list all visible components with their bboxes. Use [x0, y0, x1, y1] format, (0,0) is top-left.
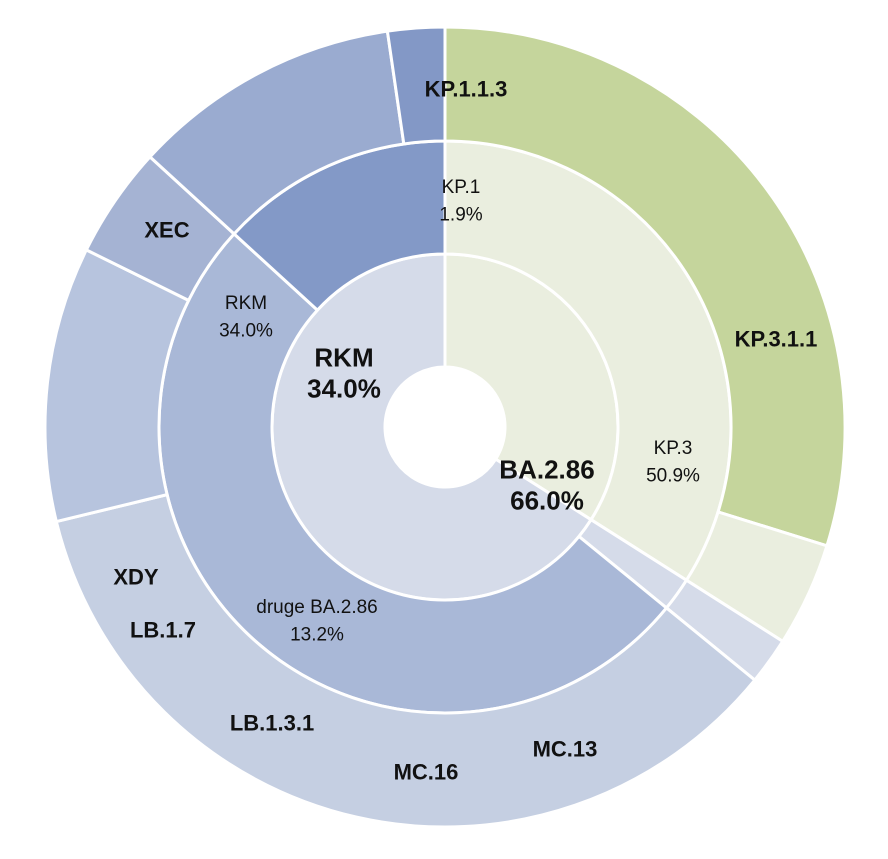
label-mc-16-ring3: MC.16 — [394, 760, 459, 785]
slice-percent-text: 50.9% — [646, 465, 700, 486]
slice-percent-text: 1.9% — [439, 204, 482, 225]
slice-name-text: RKM — [314, 343, 373, 373]
slice-name-text: XDY — [113, 565, 159, 590]
slice-name-text: LB.1.3.1 — [230, 711, 314, 736]
label-kp-3-ring2: KP.3 50.9% — [646, 438, 700, 487]
label-rkm-ring1: RKM 34.0% — [307, 343, 381, 404]
label-kp-1-1-3-ring3: KP.1.1.3 — [425, 77, 508, 102]
slice-name-text: KP.3.1.1 — [735, 327, 818, 352]
label-ba-2-86-ring1: BA.2.86 66.0% — [499, 455, 594, 516]
slice-name-text: druge BA.2.86 — [256, 597, 377, 618]
slice-xec-ring3 — [443, 25, 847, 548]
chart-labels: RKM 34.0%BA.2.86 66.0%RKM 34.0%KP.1 1.9%KP.3… — [113, 77, 817, 785]
label-druge-ba-2-86-ring2: druge BA.2.86 13.2% — [256, 597, 377, 646]
slice-percent-text: 13.2% — [290, 624, 344, 645]
slice-name-text: LB.1.7 — [130, 618, 196, 643]
slice-name-text: XEC — [144, 218, 189, 243]
slice-name-text: KP.3 — [654, 438, 693, 459]
label-xec-ring3: XEC — [144, 218, 189, 243]
slice-lb-1-7-ring3 — [385, 25, 447, 146]
label-rkm-ring2: RKM 34.0% — [219, 293, 273, 342]
label-lb-1-3-1-ring3: LB.1.3.1 — [230, 711, 314, 736]
slice-name-text: KP.1 — [442, 177, 481, 198]
label-xdy-ring3: XDY — [113, 565, 159, 590]
slice-name-text: MC.16 — [394, 760, 459, 785]
label-kp-3-1-1-ring3: KP.3.1.1 — [735, 327, 818, 352]
label-lb-1-7-ring3: LB.1.7 — [130, 618, 196, 643]
slice-kp-3-1-1-ring3 — [54, 492, 757, 829]
chart-slices — [43, 25, 847, 829]
slice-name-text: KP.1.1.3 — [425, 77, 508, 102]
slice-name-text: BA.2.86 — [499, 455, 594, 485]
slice-name-text: MC.13 — [533, 737, 598, 762]
label-kp-1-ring2: KP.1 1.9% — [439, 177, 482, 226]
slice-name-text: RKM — [225, 293, 267, 314]
slice-percent-text: 34.0% — [219, 320, 273, 341]
slice-percent-text: 66.0% — [510, 486, 584, 516]
label-mc-13-ring3: MC.13 — [533, 737, 598, 762]
slice-percent-text: 34.0% — [307, 374, 381, 404]
